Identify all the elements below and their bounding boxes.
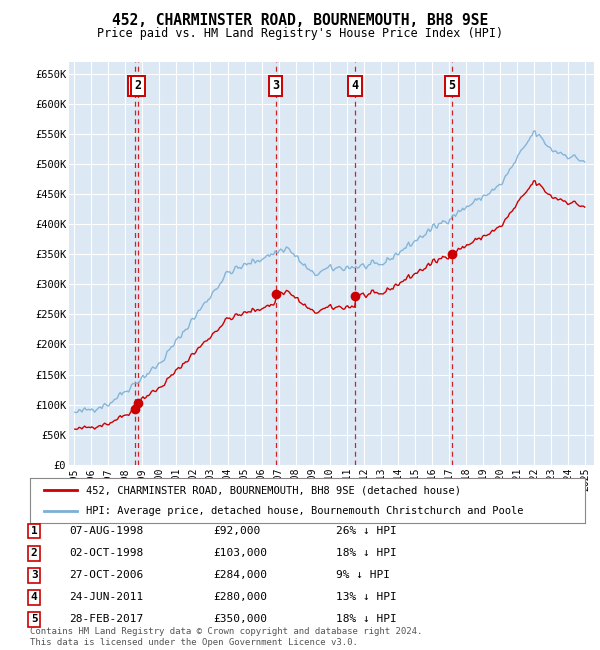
Text: 27-OCT-2006: 27-OCT-2006	[69, 570, 143, 580]
Text: 2: 2	[134, 79, 142, 92]
Text: 18% ↓ HPI: 18% ↓ HPI	[336, 548, 397, 558]
Text: 18% ↓ HPI: 18% ↓ HPI	[336, 614, 397, 625]
Text: Contains HM Land Registry data © Crown copyright and database right 2024.
This d: Contains HM Land Registry data © Crown c…	[30, 627, 422, 647]
Text: 24-JUN-2011: 24-JUN-2011	[69, 592, 143, 603]
Text: £350,000: £350,000	[213, 614, 267, 625]
Text: £92,000: £92,000	[213, 526, 260, 536]
Text: £284,000: £284,000	[213, 570, 267, 580]
Text: 5: 5	[448, 79, 455, 92]
Text: 28-FEB-2017: 28-FEB-2017	[69, 614, 143, 625]
Text: 26% ↓ HPI: 26% ↓ HPI	[336, 526, 397, 536]
Text: £280,000: £280,000	[213, 592, 267, 603]
Text: 4: 4	[352, 79, 358, 92]
Text: 07-AUG-1998: 07-AUG-1998	[69, 526, 143, 536]
Text: 452, CHARMINSTER ROAD, BOURNEMOUTH, BH8 9SE (detached house): 452, CHARMINSTER ROAD, BOURNEMOUTH, BH8 …	[86, 485, 461, 495]
Text: 1: 1	[31, 526, 38, 536]
Text: 452, CHARMINSTER ROAD, BOURNEMOUTH, BH8 9SE: 452, CHARMINSTER ROAD, BOURNEMOUTH, BH8 …	[112, 13, 488, 28]
Text: HPI: Average price, detached house, Bournemouth Christchurch and Poole: HPI: Average price, detached house, Bour…	[86, 506, 523, 516]
Text: 5: 5	[31, 614, 38, 625]
Text: 4: 4	[31, 592, 38, 603]
Text: 3: 3	[31, 570, 38, 580]
Text: 02-OCT-1998: 02-OCT-1998	[69, 548, 143, 558]
Text: 13% ↓ HPI: 13% ↓ HPI	[336, 592, 397, 603]
Text: £103,000: £103,000	[213, 548, 267, 558]
Text: 9% ↓ HPI: 9% ↓ HPI	[336, 570, 390, 580]
Text: 2: 2	[31, 548, 38, 558]
Text: Price paid vs. HM Land Registry's House Price Index (HPI): Price paid vs. HM Land Registry's House …	[97, 27, 503, 40]
Text: 1: 1	[132, 79, 139, 92]
Text: 3: 3	[272, 79, 279, 92]
